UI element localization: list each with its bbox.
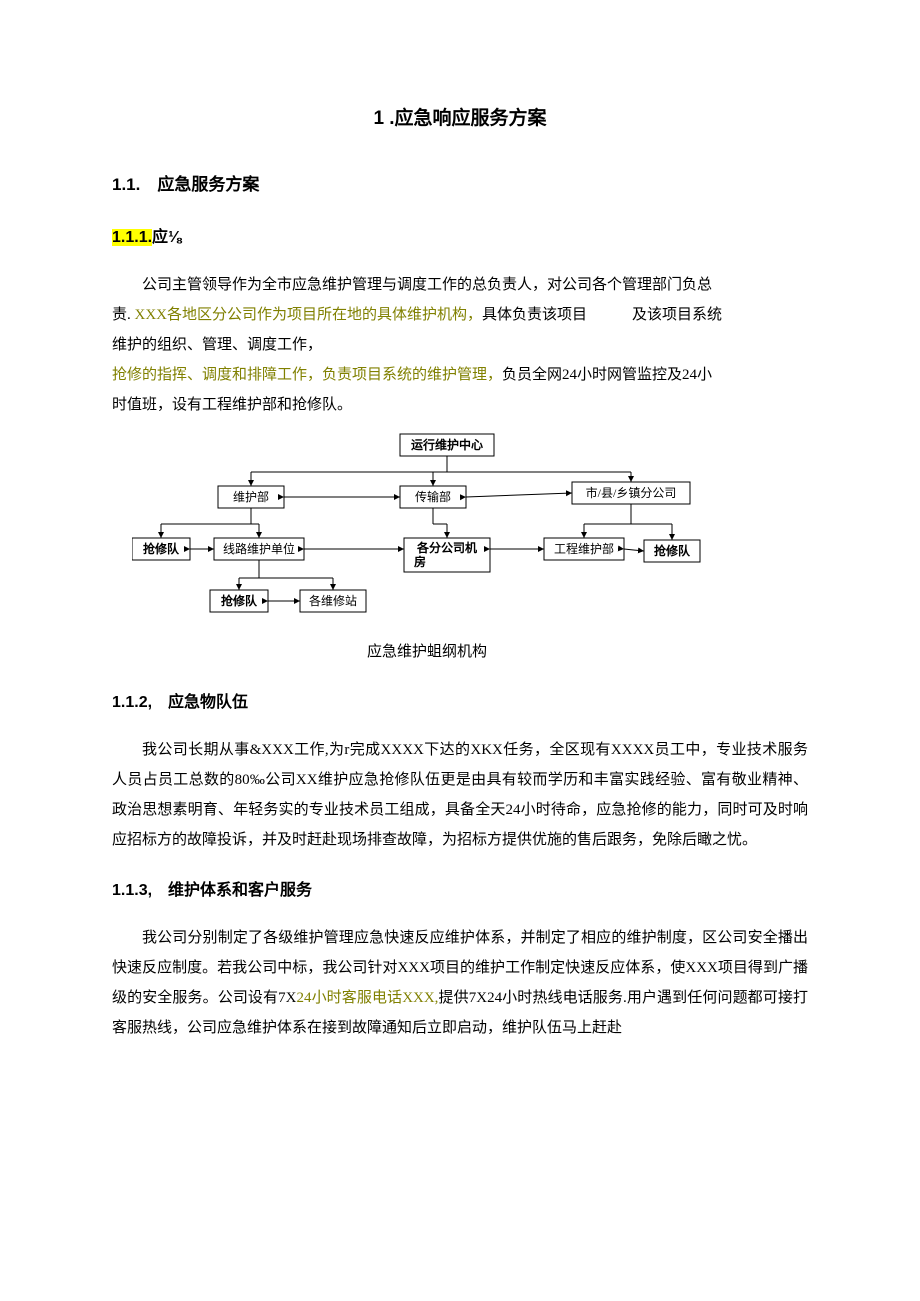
para-3: 我公司分别制定了各级维护管理应急快速反应维护体系，并制定了相应的维护制度，区公司… [112,923,808,1043]
svg-text:房: 房 [414,554,426,569]
para-3a-olive: 24小时客服电话XXX, [296,990,438,1006]
svg-text:各维修站: 各维修站 [309,593,357,608]
para-1-line5: 时值班，设有工程维护部和抢修队。 [112,390,808,420]
document-page: 1 .应急响应服务方案 1.1. 应急服务方案 1.1.1.应⅛ 公司主管领导作… [0,0,920,1103]
heading-1-1: 1.1. 应急服务方案 [112,168,808,202]
para-1-line2: 责. XXX各地区分公司作为项目所在地的具体维护机构，具体负责该项目 及该项目系… [112,300,808,330]
para-1d-olive: 抢修的指挥、调度和排障工作，负责项目系统的维护管理， [112,367,502,383]
para-1d-post: 负员全网24小时网管监控及24小 [502,367,712,383]
heading-1-1-2: 1.1.2, 应急物队伍 [112,687,808,719]
title-main: 1 .应急响应服务方案 [112,100,808,138]
diagram-caption: 应急维护蛆纲机构 [132,637,722,667]
svg-text:运行维护中心: 运行维护中心 [411,437,483,452]
svg-text:抢修队: 抢修队 [221,593,258,608]
heading-1-1-1-num: 1.1.1. [112,229,152,246]
svg-text:市/县/乡镇分公司: 市/县/乡镇分公司 [586,485,677,500]
para-1b-pre: 责. [112,307,135,323]
svg-text:传输部: 传输部 [415,489,451,504]
svg-text:线路维护单位: 线路维护单位 [223,541,295,556]
para-1-line1: 公司主管领导作为全市应急维护管理与调度工作的总负责人，对公司各个管理部门负总 [112,270,808,300]
heading-1-1-3: 1.1.3, 维护体系和客户服务 [112,875,808,907]
svg-text:维护部: 维护部 [233,489,269,504]
heading-1-1-1-text: 应⅛ [152,229,181,246]
para-2: 我公司长期从事&XXX工作,为r完成XXXX下达的XKX任务，全区现有XXXX员… [112,735,808,855]
svg-text:抢修队: 抢修队 [143,541,180,556]
para-1b-post: 具体负责该项目 及该项目系统 [482,307,722,323]
svg-text:各分公司机: 各分公司机 [416,540,477,555]
svg-text:工程维护部: 工程维护部 [554,541,614,556]
heading-1-1-1: 1.1.1.应⅛ [112,222,808,254]
para-1-line4: 抢修的指挥、调度和排障工作，负责项目系统的维护管理，负员全网24小时网管监控及2… [112,360,808,390]
para-1-line3: 维护的组织、管理、调度工作， [112,330,808,360]
svg-text:抢修队: 抢修队 [654,543,691,558]
para-1b-olive: XXX各地区分公司作为项目所在地的具体维护机构， [135,307,483,323]
org-chart-diagram: 运行维护中心维护部 传输部 市/县/乡镇分公司抢修队 线路维护单位 各分公司机房 工程维护… [132,428,722,635]
